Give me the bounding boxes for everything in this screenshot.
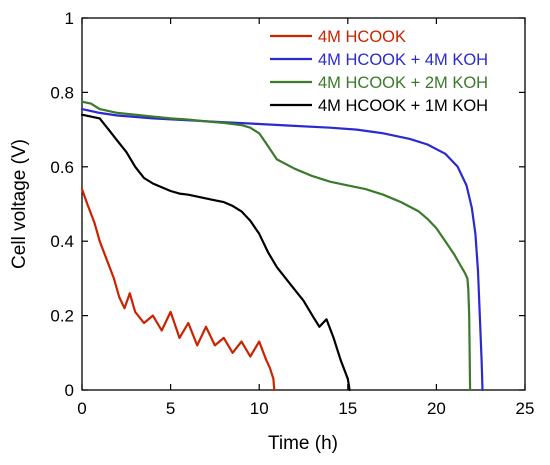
y-axis-ticks: 0 0.2 0.4 0.6 0.8 1: [50, 9, 525, 400]
plot-frame: [81, 17, 526, 391]
series-line-1: [80, 188, 276, 392]
x-tick-label: 25: [516, 399, 535, 418]
y-tick-label: 0.2: [50, 307, 74, 326]
legend-label: 4M HCOOK: [318, 28, 406, 46]
x-tick-label: 10: [250, 399, 269, 418]
x-tick-label: 20: [427, 399, 446, 418]
series-line-4: [80, 113, 351, 392]
series-group: [80, 100, 484, 392]
x-axis-title: Time (h): [268, 433, 338, 454]
y-tick-label: 0.8: [50, 83, 74, 102]
x-tick-label: 15: [338, 399, 357, 418]
legend: 4M HCOOK 4M HCOOK + 4M KOH 4M HCOOK + 2M K…: [270, 28, 488, 115]
legend-label: 4M HCOOK + 4M KOH: [318, 51, 488, 69]
y-tick-label: 1: [65, 9, 74, 28]
y-tick-label: 0.4: [50, 232, 74, 251]
y-tick-label: 0: [65, 381, 74, 400]
x-tick-label: 0: [77, 399, 86, 418]
legend-label: 4M HCOOK + 1M KOH: [318, 97, 488, 115]
legend-label: 4M HCOOK + 2M KOH: [318, 74, 488, 92]
x-tick-label: 5: [166, 399, 175, 418]
series-line-2: [80, 107, 484, 392]
y-axis-title: Cell voltage (V): [9, 139, 30, 269]
series-line-3: [80, 100, 472, 392]
plot-area: 0 5 10 15 20 25 0 0.2 0.4 0.6 0.8 1: [50, 9, 534, 418]
y-tick-label: 0.6: [50, 158, 74, 177]
x-axis-ticks: 0 5 10 15 20 25: [77, 18, 534, 418]
